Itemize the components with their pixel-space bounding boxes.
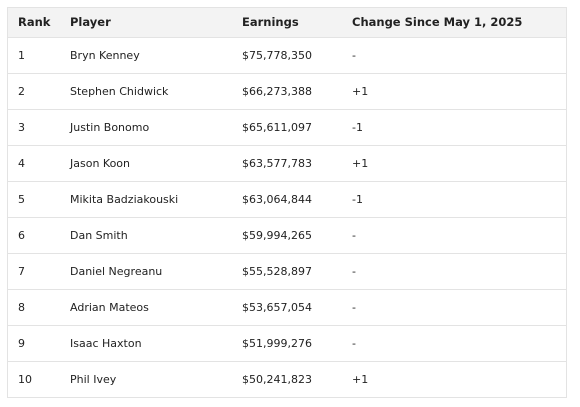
earnings-cell: $53,657,054 [242,300,312,314]
rank-cell: 4 [18,156,25,170]
rank-cell: 5 [18,192,25,206]
table-header: Rank Player Earnings Change Since May 1,… [8,8,566,37]
player-cell: Jason Koon [70,156,131,170]
player-cell: Dan Smith [70,228,128,242]
header-earnings: Earnings [242,15,299,30]
rank-cell: 1 [18,48,25,62]
rank-cell: 7 [18,264,25,278]
earnings-cell: $50,241,823 [242,372,312,386]
change-cell: - [352,264,356,278]
player-cell: Mikita Badziakouski [70,192,179,206]
change-cell: - [352,228,356,242]
table-row: 9 Isaac Haxton $51,999,276 - [8,325,566,361]
table-row: 2 Stephen Chidwick $66,273,388 +1 [8,73,566,109]
player-cell: Justin Bonomo [70,120,150,134]
change-cell: +1 [352,156,369,170]
change-cell: - [352,300,356,314]
rank-cell: 3 [18,120,25,134]
player-cell: Isaac Haxton [70,336,142,350]
header-player: Player [70,15,111,30]
rank-cell: 9 [18,336,25,350]
earnings-table-container: Rank Player Earnings Change Since May 1,… [7,7,567,398]
table-body: 1 Bryn Kenney $75,778,350 - 2 Stephen Ch… [8,37,566,397]
rank-cell: 6 [18,228,25,242]
change-cell: +1 [352,372,369,386]
change-cell: -1 [352,192,363,206]
change-cell: -1 [352,120,363,134]
table-header-row: Rank Player Earnings Change Since May 1,… [8,8,566,37]
player-cell: Daniel Negreanu [70,264,163,278]
player-cell: Stephen Chidwick [70,84,169,98]
table-row: 5 Mikita Badziakouski $63,064,844 -1 [8,181,566,217]
earnings-cell: $63,577,783 [242,156,312,170]
table-row: 8 Adrian Mateos $53,657,054 - [8,289,566,325]
table-row: 6 Dan Smith $59,994,265 - [8,217,566,253]
earnings-cell: $55,528,897 [242,264,312,278]
earnings-table: Rank Player Earnings Change Since May 1,… [8,8,566,397]
earnings-cell: $65,611,097 [242,120,312,134]
table-row: 10 Phil Ivey $50,241,823 +1 [8,361,566,397]
earnings-cell: $51,999,276 [242,336,312,350]
table-row: 1 Bryn Kenney $75,778,350 - [8,37,566,73]
table-row: 3 Justin Bonomo $65,611,097 -1 [8,109,566,145]
earnings-cell: $66,273,388 [242,84,312,98]
rank-cell: 8 [18,300,25,314]
earnings-cell: $59,994,265 [242,228,312,242]
header-change: Change Since May 1, 2025 [352,15,523,30]
player-cell: Phil Ivey [70,372,117,386]
change-cell: +1 [352,84,369,98]
earnings-cell: $75,778,350 [242,48,312,62]
player-cell: Bryn Kenney [70,48,140,62]
header-rank: Rank [18,15,51,30]
table-row: 4 Jason Koon $63,577,783 +1 [8,145,566,181]
change-cell: - [352,336,356,350]
table-row: 7 Daniel Negreanu $55,528,897 - [8,253,566,289]
rank-cell: 2 [18,84,25,98]
player-cell: Adrian Mateos [70,300,149,314]
change-cell: - [352,48,356,62]
rank-cell: 10 [18,372,32,386]
earnings-cell: $63,064,844 [242,192,312,206]
